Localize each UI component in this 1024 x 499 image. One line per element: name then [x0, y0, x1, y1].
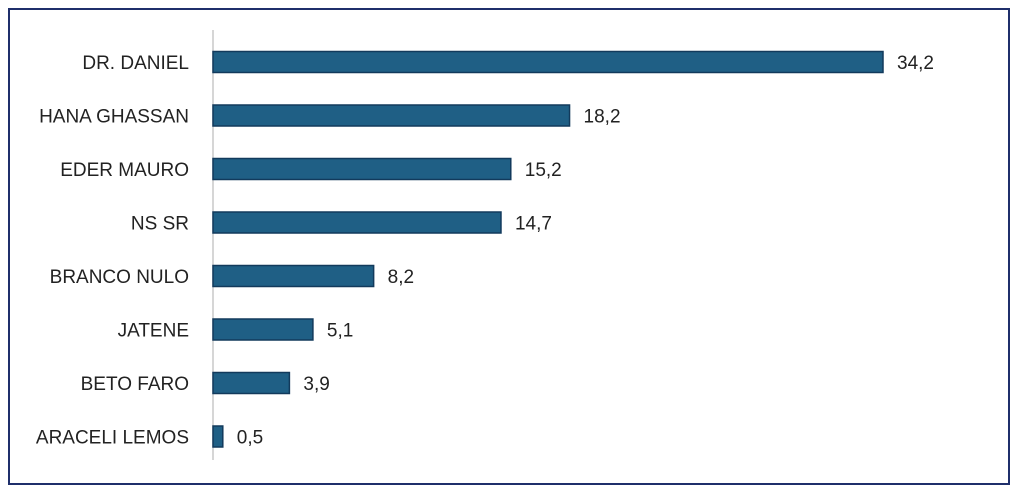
bar: [212, 50, 884, 74]
category-label: BETO FARO: [81, 374, 189, 395]
bar: [212, 425, 224, 448]
value-label: 5,1: [327, 321, 353, 342]
value-label: 0,5: [237, 428, 263, 449]
category-label: ARACELI LEMOS: [36, 428, 189, 449]
value-label: 18,2: [584, 107, 621, 128]
chart-frame: [8, 8, 1010, 485]
category-label: BRANCO NULO: [50, 267, 189, 288]
bar: [212, 371, 291, 395]
value-labels-group: 34,2 18,2 15,2 14,7 8,2 5,1 3,9 0,5: [237, 53, 934, 449]
bars-group: [212, 50, 884, 448]
value-label: 14,7: [515, 214, 552, 235]
value-label: 34,2: [897, 53, 934, 74]
value-label: 8,2: [388, 267, 414, 288]
bar: [212, 318, 314, 341]
value-label: 15,2: [525, 160, 562, 181]
category-label: JATENE: [118, 321, 189, 342]
category-labels-group: DR. DANIEL HANA GHASSAN EDER MAURO NS SR BRA…: [36, 53, 189, 449]
category-label: NS SR: [131, 214, 189, 235]
category-label: DR. DANIEL: [82, 53, 189, 74]
bar: [212, 264, 375, 288]
category-label: EDER MAURO: [60, 160, 189, 181]
bar: [212, 104, 571, 127]
bar: [212, 157, 512, 181]
category-label: HANA GHASSAN: [39, 107, 189, 128]
value-label: 3,9: [303, 374, 329, 395]
bar: [212, 211, 502, 234]
